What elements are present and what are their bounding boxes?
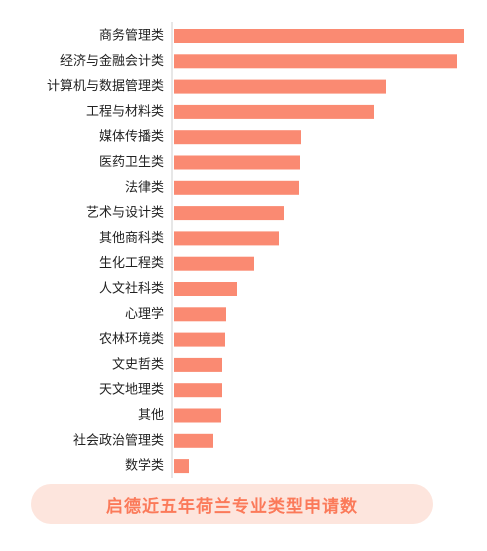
- category-label-10: 生化工程类: [99, 256, 164, 271]
- bar-3: [174, 79, 386, 94]
- bar-6: [174, 155, 300, 170]
- bar-2: [174, 54, 457, 69]
- bar-9: [174, 231, 279, 246]
- category-label-1: 商务管理类: [99, 28, 164, 44]
- bar-10: [174, 256, 254, 271]
- category-label-6: 医药卫生类: [99, 155, 164, 170]
- category-label-11: 人文社科类: [99, 281, 164, 297]
- category-label-8: 艺术与设计类: [86, 206, 164, 221]
- category-label-3: 计算机与数据管理类: [47, 79, 164, 94]
- bar-18: [174, 459, 189, 474]
- bar-4: [174, 104, 374, 119]
- category-label-17: 社会政治管理类: [73, 432, 164, 448]
- bar-12: [174, 307, 226, 322]
- category-label-18: 数学类: [125, 458, 164, 474]
- bar-8: [174, 206, 284, 221]
- bar-1: [174, 29, 464, 43]
- bar-7: [174, 180, 299, 195]
- category-label-9: 其他商科类: [99, 231, 164, 246]
- category-label-15: 天文地理类: [99, 383, 164, 398]
- category-label-13: 农林环境类: [99, 332, 164, 347]
- category-label-12: 心理学: [125, 306, 164, 322]
- bar-15: [174, 383, 222, 398]
- category-label-16: 其他: [138, 408, 164, 423]
- category-label-14: 文史哲类: [112, 357, 164, 372]
- caption-banner: 启德近五年荷兰专业类型申请数: [31, 484, 433, 524]
- category-label-4: 工程与材料类: [86, 104, 164, 119]
- bar-14: [174, 357, 222, 372]
- bar-13: [174, 332, 225, 347]
- bar-17: [174, 433, 213, 448]
- category-label-5: 媒体传播类: [99, 130, 164, 145]
- bar-16: [174, 408, 221, 423]
- chart-caption: 启德近五年荷兰专业类型申请数: [106, 496, 358, 517]
- category-label-7: 法律类: [125, 180, 164, 195]
- bar-chart: 商务管理类经济与金融会计类计算机与数据管理类工程与材料类媒体传播类医药卫生类法律…: [47, 22, 464, 478]
- bar-5: [174, 130, 301, 145]
- category-label-2: 经济与金融会计类: [60, 53, 164, 69]
- bar-11: [174, 282, 237, 296]
